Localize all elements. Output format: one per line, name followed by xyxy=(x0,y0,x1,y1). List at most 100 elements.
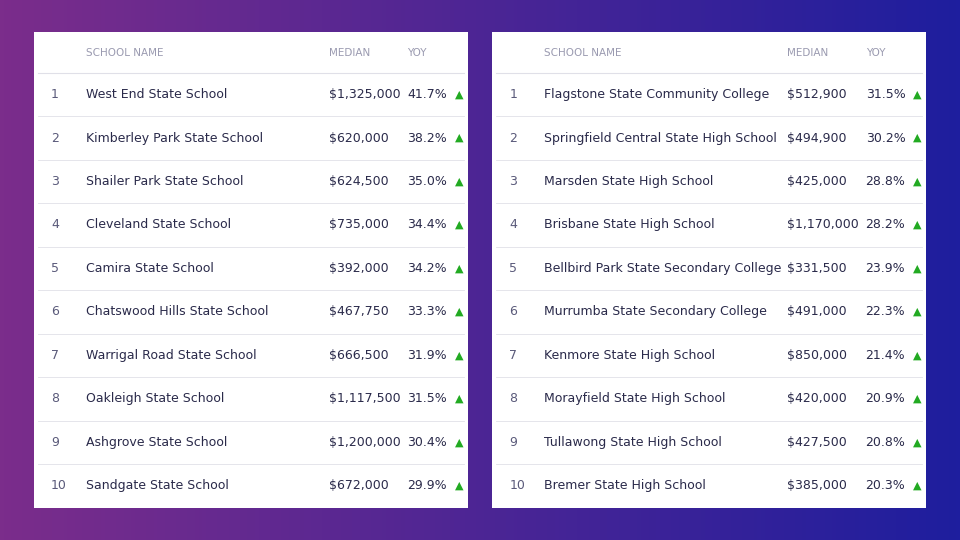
FancyBboxPatch shape xyxy=(488,28,931,512)
Text: $512,900: $512,900 xyxy=(787,88,847,101)
Text: Springfield Central State High School: Springfield Central State High School xyxy=(544,132,777,145)
Text: 20.3%: 20.3% xyxy=(866,480,905,492)
Text: 28.2%: 28.2% xyxy=(866,219,905,232)
Text: 31.5%: 31.5% xyxy=(866,88,905,101)
Text: Chatswood Hills State School: Chatswood Hills State School xyxy=(85,306,268,319)
Text: 2: 2 xyxy=(51,132,59,145)
Text: 5: 5 xyxy=(51,262,59,275)
Text: 30.2%: 30.2% xyxy=(866,132,905,145)
Text: Shailer Park State School: Shailer Park State School xyxy=(85,175,243,188)
Text: Brisbane State High School: Brisbane State High School xyxy=(544,219,715,232)
Text: Morayfield State High School: Morayfield State High School xyxy=(544,393,726,406)
Text: 21.4%: 21.4% xyxy=(866,349,905,362)
Text: 28.8%: 28.8% xyxy=(866,175,905,188)
Text: ▲: ▲ xyxy=(455,437,464,447)
Text: 9: 9 xyxy=(51,436,59,449)
Text: $385,000: $385,000 xyxy=(787,480,848,492)
Text: $331,500: $331,500 xyxy=(787,262,847,275)
Text: 33.3%: 33.3% xyxy=(407,306,446,319)
Text: 1: 1 xyxy=(51,88,59,101)
Text: Kenmore State High School: Kenmore State High School xyxy=(544,349,715,362)
Text: ▲: ▲ xyxy=(455,177,464,186)
Text: 29.9%: 29.9% xyxy=(407,480,446,492)
Text: 34.2%: 34.2% xyxy=(407,262,446,275)
Text: 4: 4 xyxy=(510,219,517,232)
Text: 7: 7 xyxy=(510,349,517,362)
Text: 3: 3 xyxy=(510,175,517,188)
FancyBboxPatch shape xyxy=(29,28,472,512)
Text: SCHOOL NAME: SCHOOL NAME xyxy=(544,48,622,58)
Text: ▲: ▲ xyxy=(913,220,922,230)
Text: YOY: YOY xyxy=(407,48,426,58)
Text: 8: 8 xyxy=(51,393,59,406)
Text: ▲: ▲ xyxy=(455,264,464,273)
Text: 22.3%: 22.3% xyxy=(866,306,905,319)
Text: 6: 6 xyxy=(510,306,517,319)
Text: 34.4%: 34.4% xyxy=(407,219,446,232)
Text: $467,750: $467,750 xyxy=(329,306,389,319)
Text: ▲: ▲ xyxy=(455,90,464,99)
Text: Flagstone State Community College: Flagstone State Community College xyxy=(544,88,769,101)
Text: 6: 6 xyxy=(51,306,59,319)
Text: $425,000: $425,000 xyxy=(787,175,847,188)
Text: $494,900: $494,900 xyxy=(787,132,847,145)
Text: 3: 3 xyxy=(51,175,59,188)
Text: Cleveland State School: Cleveland State School xyxy=(85,219,230,232)
Text: $427,500: $427,500 xyxy=(787,436,847,449)
Text: $672,000: $672,000 xyxy=(329,480,389,492)
Text: 20.9%: 20.9% xyxy=(866,393,905,406)
Text: 31.9%: 31.9% xyxy=(407,349,446,362)
Text: Oakleigh State School: Oakleigh State School xyxy=(85,393,224,406)
Text: 7: 7 xyxy=(51,349,59,362)
Text: ▲: ▲ xyxy=(913,350,922,360)
Text: $850,000: $850,000 xyxy=(787,349,848,362)
Text: ▲: ▲ xyxy=(455,394,464,404)
Text: SCHOOL NAME: SCHOOL NAME xyxy=(85,48,163,58)
Text: 4: 4 xyxy=(51,219,59,232)
Text: West End State School: West End State School xyxy=(85,88,228,101)
Text: Ashgrove State School: Ashgrove State School xyxy=(85,436,228,449)
Text: $735,000: $735,000 xyxy=(329,219,389,232)
Text: ▲: ▲ xyxy=(455,350,464,360)
Text: 5: 5 xyxy=(510,262,517,275)
Text: Murrumba State Secondary College: Murrumba State Secondary College xyxy=(544,306,767,319)
Text: ▲: ▲ xyxy=(913,177,922,186)
Text: ▲: ▲ xyxy=(913,133,922,143)
Text: 41.7%: 41.7% xyxy=(407,88,447,101)
Text: $1,170,000: $1,170,000 xyxy=(787,219,859,232)
Text: YOY: YOY xyxy=(866,48,885,58)
Text: $1,200,000: $1,200,000 xyxy=(329,436,400,449)
Text: 8: 8 xyxy=(510,393,517,406)
Text: $624,500: $624,500 xyxy=(329,175,389,188)
Text: Sandgate State School: Sandgate State School xyxy=(85,480,228,492)
Text: $620,000: $620,000 xyxy=(329,132,389,145)
Text: 9: 9 xyxy=(510,436,517,449)
Text: $666,500: $666,500 xyxy=(329,349,389,362)
Text: Bremer State High School: Bremer State High School xyxy=(544,480,706,492)
Text: ▲: ▲ xyxy=(455,481,464,491)
Text: ▲: ▲ xyxy=(455,307,464,317)
Text: $1,325,000: $1,325,000 xyxy=(329,88,400,101)
Text: ▲: ▲ xyxy=(913,90,922,99)
Text: 23.9%: 23.9% xyxy=(866,262,905,275)
Text: ▲: ▲ xyxy=(913,437,922,447)
Text: 2: 2 xyxy=(510,132,517,145)
Text: 38.2%: 38.2% xyxy=(407,132,447,145)
Text: 1: 1 xyxy=(510,88,517,101)
Text: ▲: ▲ xyxy=(455,220,464,230)
Text: 30.4%: 30.4% xyxy=(407,436,447,449)
Text: $420,000: $420,000 xyxy=(787,393,847,406)
Text: $491,000: $491,000 xyxy=(787,306,847,319)
Text: Bellbird Park State Secondary College: Bellbird Park State Secondary College xyxy=(544,262,781,275)
Text: ▲: ▲ xyxy=(913,307,922,317)
Text: ▲: ▲ xyxy=(455,133,464,143)
Text: 31.5%: 31.5% xyxy=(407,393,447,406)
Text: 20.8%: 20.8% xyxy=(866,436,905,449)
Text: Kimberley Park State School: Kimberley Park State School xyxy=(85,132,263,145)
Text: 10: 10 xyxy=(51,480,67,492)
Text: MEDIAN: MEDIAN xyxy=(329,48,371,58)
Text: Tullawong State High School: Tullawong State High School xyxy=(544,436,722,449)
Text: 35.0%: 35.0% xyxy=(407,175,447,188)
Text: Camira State School: Camira State School xyxy=(85,262,214,275)
Text: $1,117,500: $1,117,500 xyxy=(329,393,400,406)
